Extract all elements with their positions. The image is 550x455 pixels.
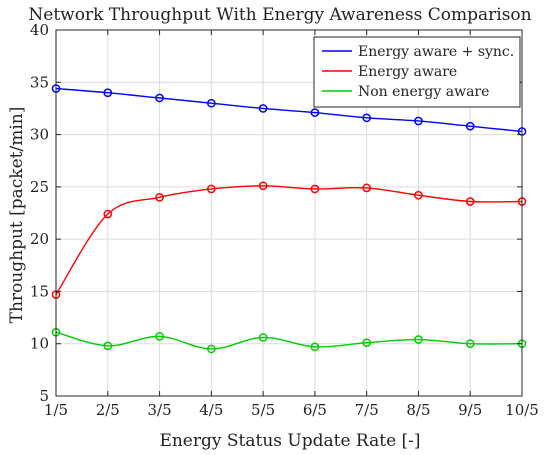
data-point-energy-aware bbox=[414, 190, 423, 200]
x-tick-label: 10/5 bbox=[505, 401, 539, 419]
x-tick-label: 9/5 bbox=[458, 401, 482, 419]
data-point-non-energy-aware bbox=[206, 344, 216, 354]
data-point-energy-aware-sync bbox=[362, 113, 372, 123]
data-point-non-energy-aware bbox=[155, 332, 164, 341]
data-point-energy-aware bbox=[103, 209, 113, 219]
data-point-energy-aware bbox=[206, 184, 216, 194]
legend-label: Non energy aware bbox=[358, 84, 489, 100]
data-point-energy-aware-sync bbox=[310, 108, 320, 117]
x-tick-labels: 1/5 2/5 3/5 4/5 5/5 6/5 7/5 8/5 9/5 10/5 bbox=[44, 401, 539, 419]
y-tick-label: 25 bbox=[30, 178, 49, 196]
data-point-energy-aware bbox=[155, 192, 164, 202]
y-tick-label: 20 bbox=[30, 230, 49, 248]
data-point-energy-aware-sync bbox=[206, 98, 216, 108]
data-point-energy-aware-sync bbox=[103, 88, 113, 98]
series-lines bbox=[55, 87, 523, 350]
x-tick-label: 7/5 bbox=[355, 401, 379, 419]
series-line-non-energy-aware bbox=[55, 331, 523, 350]
data-point-non-energy-aware bbox=[103, 341, 113, 351]
data-point-energy-aware-sync bbox=[258, 104, 268, 113]
y-tick-label: 5 bbox=[39, 387, 49, 405]
legend-box bbox=[313, 36, 521, 108]
y-tick-label: 40 bbox=[30, 21, 49, 39]
y-tick-label: 10 bbox=[30, 335, 49, 353]
legend-label: Energy aware + sync. bbox=[358, 44, 514, 60]
data-point-non-energy-aware bbox=[465, 339, 475, 349]
series-line-energy-aware bbox=[55, 185, 523, 295]
data-point-energy-aware-sync bbox=[414, 116, 423, 126]
data-point-energy-aware bbox=[362, 183, 372, 193]
x-tick-label: 8/5 bbox=[406, 401, 430, 419]
data-point-energy-aware bbox=[258, 181, 268, 191]
y-axis-label: Throughput [packet/min] bbox=[7, 107, 27, 324]
data-point-energy-aware bbox=[465, 197, 475, 206]
data-point-energy-aware-sync bbox=[155, 93, 164, 103]
data-point-non-energy-aware bbox=[310, 342, 320, 352]
x-axis-label: Energy Status Update Rate [-] bbox=[159, 431, 420, 451]
data-point-non-energy-aware bbox=[362, 338, 372, 348]
y-tick-label: 15 bbox=[30, 282, 49, 300]
x-tick-label: 3/5 bbox=[147, 401, 171, 419]
x-tick-label: 1/5 bbox=[44, 401, 68, 419]
plot-frame bbox=[55, 29, 523, 397]
x-tick-label: 2/5 bbox=[96, 401, 120, 419]
x-tick-label: 4/5 bbox=[199, 401, 223, 419]
data-point-energy-aware-sync bbox=[465, 121, 475, 131]
legend-label: Energy aware bbox=[358, 64, 457, 80]
x-tick-label: 5/5 bbox=[251, 401, 275, 419]
data-point-energy-aware bbox=[310, 184, 320, 194]
y-tick-labels: 5 10 15 20 25 30 35 40 bbox=[30, 21, 49, 405]
legend: Energy aware + sync. Energy aware Non ener… bbox=[313, 36, 521, 108]
y-tick-label: 30 bbox=[30, 126, 49, 144]
x-tick-label: 6/5 bbox=[303, 401, 327, 419]
y-tick-label: 35 bbox=[30, 73, 49, 91]
axis-ticks bbox=[55, 29, 523, 397]
data-point-non-energy-aware bbox=[258, 333, 268, 342]
chart-title: Network Throughput With Energy Awareness… bbox=[28, 5, 531, 25]
series-line-energy-aware-sync bbox=[55, 87, 523, 133]
data-point-non-energy-aware bbox=[414, 335, 423, 344]
